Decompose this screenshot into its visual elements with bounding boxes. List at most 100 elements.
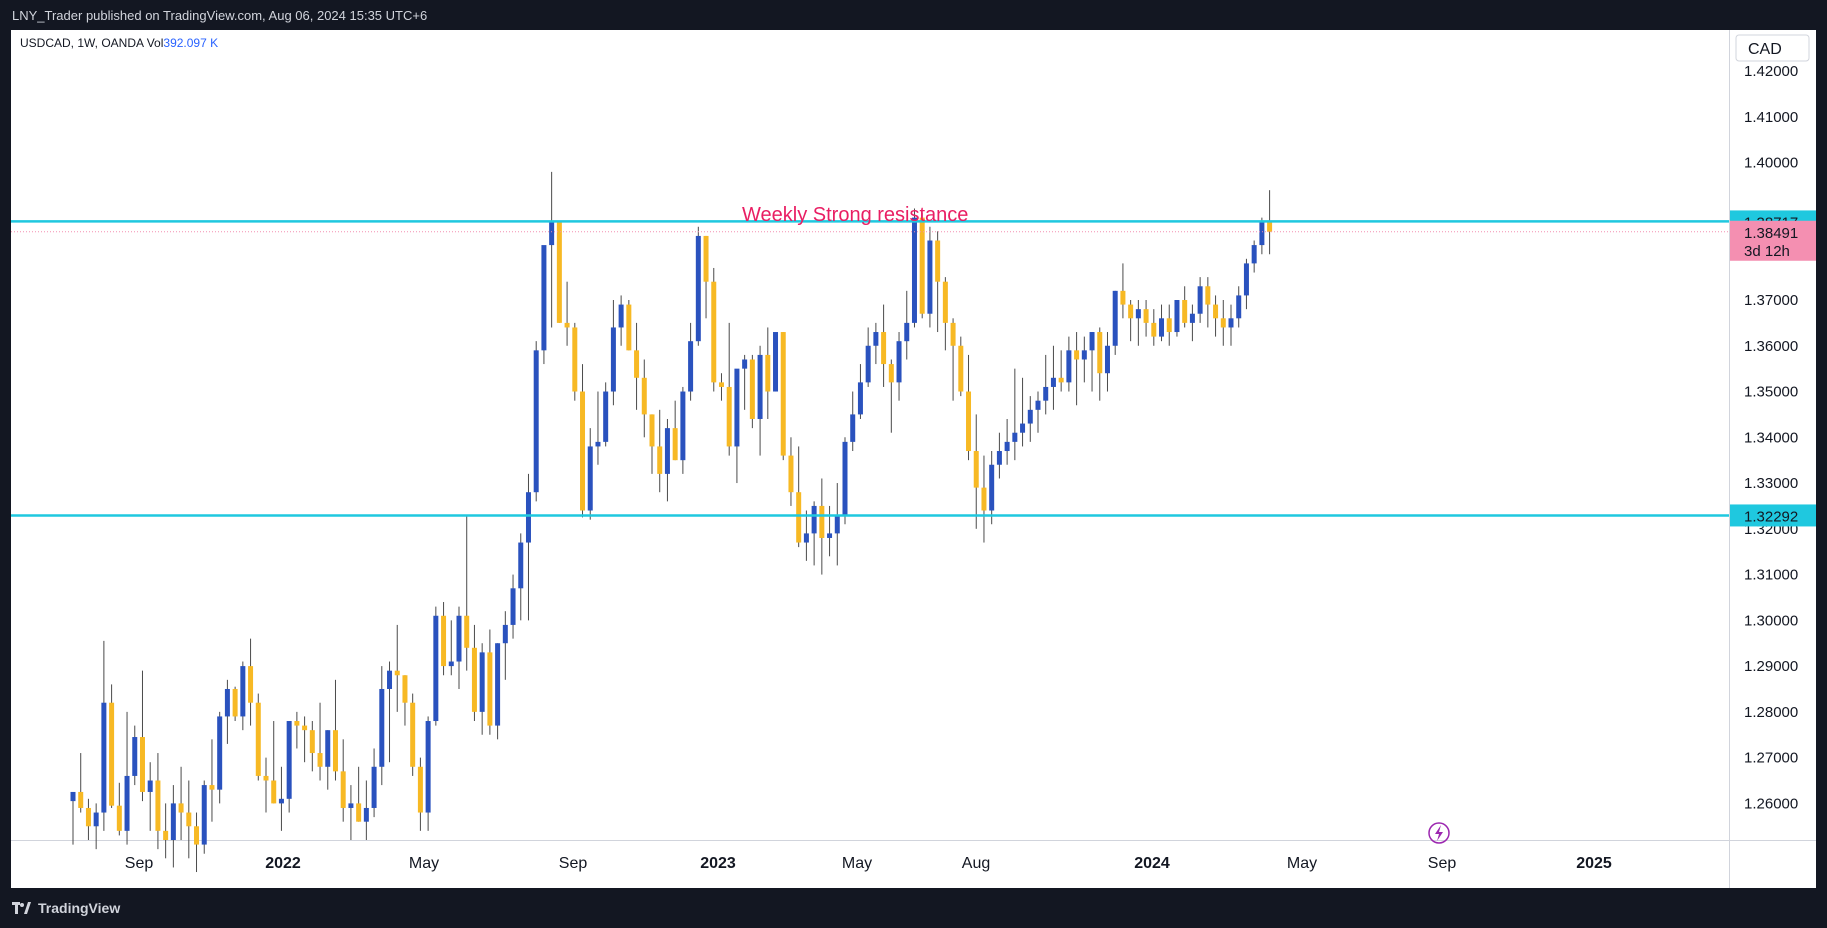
candle-up bbox=[70, 791, 76, 802]
candle-down bbox=[1267, 222, 1273, 232]
candle-up bbox=[688, 341, 694, 392]
y-tick-label: 1.30000 bbox=[1744, 612, 1798, 629]
candle-down bbox=[1166, 318, 1172, 333]
candle-down bbox=[672, 428, 678, 461]
candle-up bbox=[240, 666, 246, 717]
candle-down bbox=[888, 364, 894, 383]
candle-up bbox=[1027, 409, 1033, 424]
candle-up bbox=[1159, 318, 1165, 337]
candle-down bbox=[1074, 350, 1080, 360]
candle-down bbox=[919, 217, 925, 314]
candle-down bbox=[942, 281, 948, 323]
tradingview-footer[interactable]: TradingView bbox=[12, 896, 120, 920]
level-price-tag bbox=[1730, 504, 1816, 527]
candle-up bbox=[224, 688, 230, 717]
candle-down bbox=[556, 222, 562, 323]
x-tick-label: Sep bbox=[125, 855, 154, 872]
chart-svg[interactable]: 1.42000 1.41000 1.40000 1.37000 1.36000 1.350… bbox=[11, 30, 1816, 888]
candle-down bbox=[394, 670, 400, 676]
candle-up bbox=[842, 441, 848, 516]
candle-up bbox=[1035, 400, 1041, 410]
candle-down bbox=[232, 688, 238, 717]
candle-up bbox=[989, 464, 995, 511]
candle-down bbox=[1058, 377, 1064, 383]
candle-down bbox=[726, 386, 732, 447]
publish-header: LNY_Trader published on TradingView.com,… bbox=[12, 8, 428, 23]
candle-up bbox=[1050, 377, 1056, 387]
candle-down bbox=[765, 354, 771, 392]
candle-down bbox=[1220, 318, 1226, 328]
currency-label: CAD bbox=[1748, 41, 1782, 58]
candle-down bbox=[441, 615, 447, 667]
candle-up bbox=[827, 533, 833, 538]
candle-up bbox=[348, 803, 354, 808]
x-tick-label: 2022 bbox=[265, 855, 301, 872]
current-price-label: 1.38491 bbox=[1744, 225, 1798, 242]
tradingview-logo-icon bbox=[12, 902, 31, 914]
candle-down bbox=[796, 492, 802, 543]
candle-up bbox=[1236, 295, 1242, 319]
candle-up bbox=[132, 737, 138, 776]
candle-up bbox=[363, 807, 369, 822]
candle-up bbox=[525, 492, 531, 543]
candle-up bbox=[387, 670, 393, 689]
candle-down bbox=[78, 791, 84, 808]
candle-up bbox=[742, 359, 748, 369]
x-tick-label: 2024 bbox=[1134, 855, 1170, 872]
candle-up bbox=[773, 332, 779, 392]
candle-up bbox=[1081, 350, 1087, 360]
candle-down bbox=[966, 391, 972, 452]
candle-up bbox=[1112, 290, 1118, 346]
candle-down bbox=[209, 785, 215, 790]
candle-up bbox=[927, 240, 933, 314]
y-tick-label: 1.41000 bbox=[1744, 109, 1798, 126]
candle-down bbox=[317, 753, 323, 767]
candle-down bbox=[1143, 309, 1149, 323]
candle-up bbox=[803, 533, 809, 543]
candle-up bbox=[911, 217, 917, 323]
candle-down bbox=[950, 322, 956, 346]
candle-down bbox=[155, 780, 161, 831]
candle-up bbox=[510, 588, 516, 625]
candle-up bbox=[201, 785, 207, 845]
candle-down bbox=[1182, 300, 1188, 323]
candle-up bbox=[379, 688, 385, 767]
candle-down bbox=[340, 771, 346, 808]
candle-up bbox=[541, 245, 547, 351]
x-tick-label: Sep bbox=[559, 855, 588, 872]
candle-down bbox=[657, 446, 663, 474]
candle-up bbox=[1243, 263, 1249, 296]
candle-down bbox=[178, 803, 184, 813]
candle-down bbox=[302, 725, 308, 731]
candle-down bbox=[711, 281, 717, 383]
candle-up bbox=[1174, 300, 1180, 333]
candle-down bbox=[471, 647, 477, 712]
candle-down bbox=[564, 322, 570, 328]
candle-down bbox=[634, 350, 640, 378]
candle-down bbox=[402, 675, 408, 703]
candle-up bbox=[603, 391, 609, 442]
candle-up bbox=[734, 368, 740, 447]
candle-up bbox=[996, 451, 1002, 465]
candle-down bbox=[356, 803, 362, 822]
candle-down bbox=[1151, 322, 1157, 337]
candle-down bbox=[163, 830, 169, 840]
candle-up bbox=[850, 414, 856, 442]
y-tick-label: 1.27000 bbox=[1744, 750, 1798, 767]
candle-down bbox=[649, 414, 655, 447]
candle-up bbox=[1004, 441, 1010, 452]
candle-down bbox=[332, 730, 338, 772]
candle-up bbox=[124, 775, 130, 831]
candle-up bbox=[618, 304, 624, 328]
candle-down bbox=[1213, 304, 1219, 319]
candle-up bbox=[1189, 313, 1195, 323]
candle-up bbox=[518, 542, 524, 589]
candle-up bbox=[873, 332, 879, 346]
candle-up bbox=[834, 515, 840, 534]
candle-up bbox=[1251, 245, 1257, 264]
y-tick-label: 1.33000 bbox=[1744, 475, 1798, 492]
candle-down bbox=[417, 766, 423, 813]
candle-up bbox=[286, 721, 292, 799]
candle-down bbox=[958, 345, 964, 392]
candle-up bbox=[93, 812, 99, 827]
